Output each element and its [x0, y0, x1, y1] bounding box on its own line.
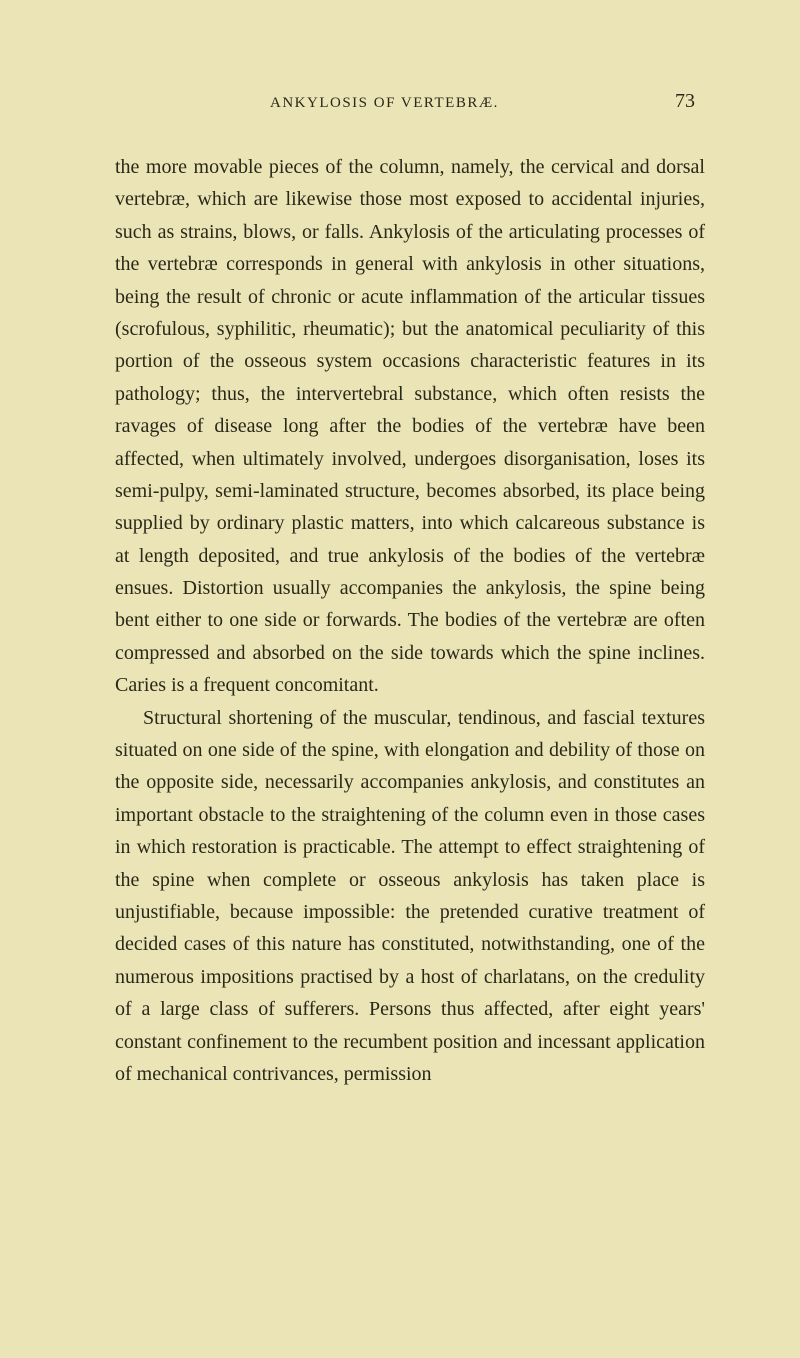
paragraph-2: Structural shortening of the muscular, t… [115, 702, 705, 1091]
running-title: ANKYLOSIS OF VERTEBRÆ. [270, 95, 499, 112]
page-number: 73 [675, 90, 695, 113]
page-header: ANKYLOSIS OF VERTEBRÆ. 73 [115, 90, 705, 113]
document-page: ANKYLOSIS OF VERTEBRÆ. 73 the more movab… [0, 0, 800, 1358]
paragraph-1: the more movable pieces of the column, n… [115, 151, 705, 702]
